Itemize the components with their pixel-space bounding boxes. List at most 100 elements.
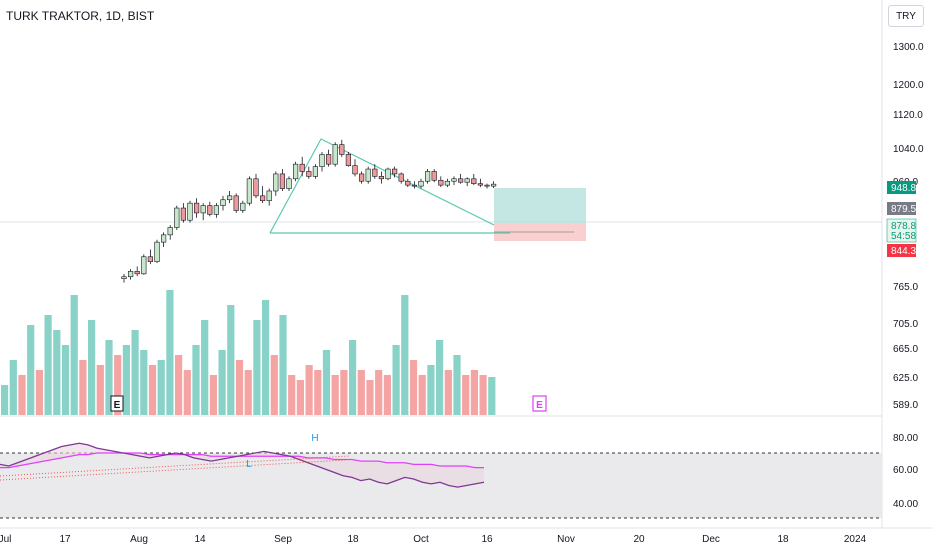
candle — [398, 173, 404, 182]
volume-bar — [340, 370, 348, 415]
time-label: Jul — [0, 534, 11, 545]
volume-bar — [244, 370, 252, 415]
candle — [273, 173, 279, 192]
volume-bar — [183, 370, 191, 415]
time-label: Oct — [413, 534, 429, 545]
candle — [490, 183, 497, 187]
candle — [464, 178, 470, 183]
volume-bar — [88, 320, 96, 415]
candle — [451, 178, 457, 182]
badge-countdown-text: 54:58 — [891, 231, 916, 242]
candle — [339, 144, 345, 155]
time-label: 2024 — [844, 534, 867, 545]
volume-bar — [331, 375, 339, 415]
candle — [227, 195, 233, 201]
volume-bar — [296, 380, 304, 415]
price-tick: 665.0 — [893, 344, 918, 355]
candle — [174, 207, 180, 228]
volume-bar — [148, 365, 157, 415]
time-axis[interactable]: Jul 17 Aug 14 Sep 18 Oct 16 Nov 20 Dec 1… — [0, 534, 867, 545]
volume-bar — [462, 375, 470, 415]
time-label: 14 — [194, 534, 206, 545]
candle — [207, 205, 213, 215]
volume-bar — [53, 330, 61, 415]
rsi-tick: 60.00 — [893, 465, 918, 476]
candle — [253, 178, 259, 197]
volume-bar — [418, 375, 426, 415]
candle — [154, 241, 160, 262]
candle — [424, 171, 431, 182]
rsi-line — [0, 442, 485, 488]
candle — [259, 195, 266, 202]
volume-bar — [366, 380, 374, 415]
candle — [352, 165, 358, 175]
candle — [286, 178, 292, 189]
volume-bar — [401, 295, 409, 415]
candle — [325, 154, 332, 165]
price-tick: 625.0 — [893, 373, 918, 384]
rsi-divergence-line — [0, 459, 346, 481]
volume-bar — [1, 385, 9, 415]
volume-bar — [131, 330, 139, 415]
volume-bar — [166, 290, 174, 415]
chart-title[interactable]: TURK TRAKTOR, 1D, BIST — [6, 9, 155, 23]
rsi-low-marker: L — [246, 459, 252, 470]
badge-prev-close — [887, 202, 916, 215]
rsi-band — [0, 453, 882, 518]
earnings-marker[interactable] — [110, 395, 124, 412]
rsi-tick: 80.00 — [893, 433, 918, 444]
time-label: 17 — [59, 534, 71, 545]
candle — [187, 202, 193, 221]
volume-bar — [27, 325, 35, 415]
volume-bar — [392, 345, 400, 415]
candle — [457, 178, 464, 183]
badge-last-price — [886, 218, 917, 243]
volume-bar — [305, 365, 313, 415]
candle — [358, 173, 365, 182]
rsi-ma-line — [0, 452, 484, 469]
candle — [332, 144, 338, 165]
time-label: 16 — [481, 534, 493, 545]
candle — [378, 176, 385, 180]
volume-bar — [18, 375, 26, 415]
volume-bar — [270, 355, 278, 415]
candle — [365, 168, 371, 182]
candle — [200, 205, 206, 214]
candle — [180, 207, 187, 221]
volume-bar — [453, 355, 461, 415]
rsi-tick: 40.00 — [893, 499, 918, 510]
currency-button[interactable]: TRY — [888, 5, 924, 27]
triangle-pattern — [269, 138, 495, 234]
volume-bar — [322, 350, 331, 415]
candle — [299, 163, 305, 172]
volume-bar — [235, 360, 244, 415]
time-label: 20 — [633, 534, 645, 545]
candle — [411, 184, 418, 187]
candle — [431, 171, 437, 181]
badge-stop — [887, 244, 916, 257]
volume-bar — [357, 370, 365, 415]
position-target-zone — [494, 188, 586, 223]
volume-bar — [122, 345, 130, 415]
candle — [312, 166, 319, 177]
volume-bar — [201, 320, 209, 415]
volume-bar — [79, 360, 87, 415]
candle — [147, 256, 154, 262]
candle — [161, 234, 167, 243]
volume-bar — [470, 370, 478, 415]
badge-prev-close-text: 879.5 — [891, 204, 916, 215]
rsi-axis[interactable]: 80.00 60.00 40.00 — [893, 433, 918, 510]
badge-target — [887, 181, 916, 194]
earnings-future-marker[interactable] — [532, 395, 547, 412]
earnings-marker-label: E — [114, 400, 121, 411]
volume-bar — [288, 375, 296, 415]
volume-bar — [375, 370, 383, 415]
volume-bar — [218, 350, 226, 415]
rsi-high-marker: H — [311, 433, 318, 444]
candle — [128, 271, 134, 278]
volume-bar — [436, 340, 444, 415]
candle — [213, 205, 220, 215]
price-tick: 1300.0 — [893, 42, 924, 53]
rsi-fill — [0, 443, 484, 488]
